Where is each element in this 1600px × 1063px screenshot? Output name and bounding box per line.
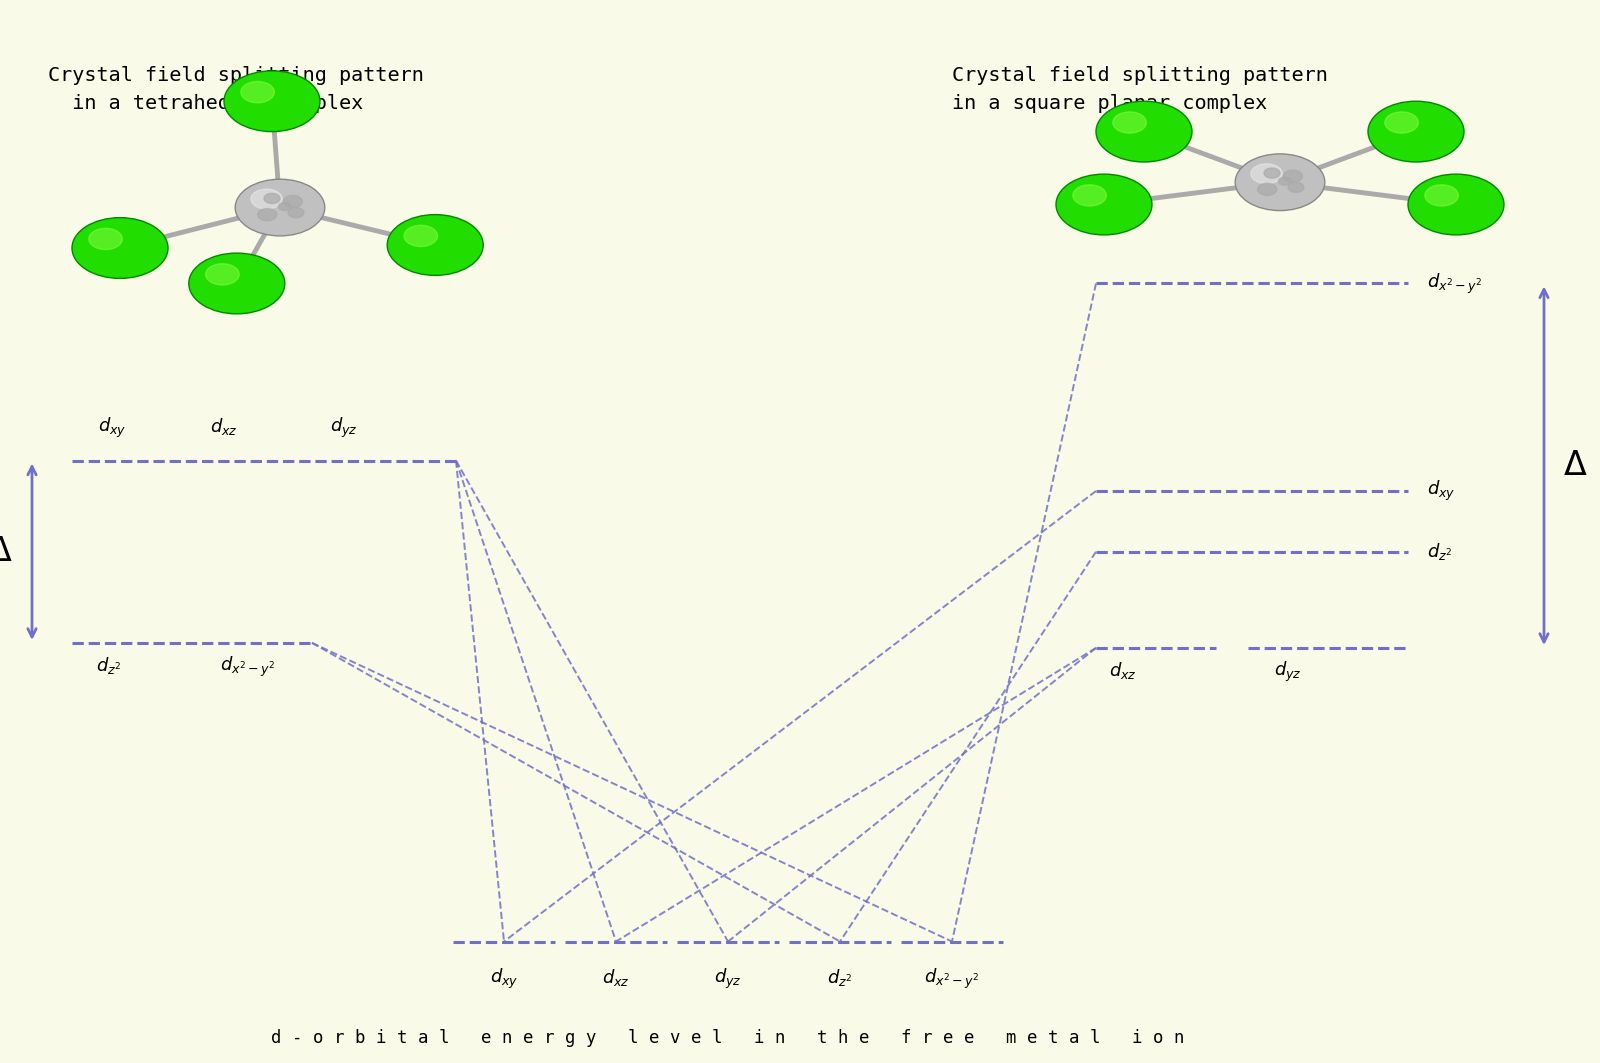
Circle shape <box>1408 174 1504 235</box>
Circle shape <box>1258 183 1277 196</box>
Circle shape <box>1278 178 1291 185</box>
Circle shape <box>258 208 277 221</box>
Circle shape <box>1251 164 1282 184</box>
Text: $d_{z^2}$: $d_{z^2}$ <box>1427 541 1453 562</box>
Text: $d_{xy}$: $d_{xy}$ <box>1427 479 1456 503</box>
Text: $d_{yz}$: $d_{yz}$ <box>714 967 742 991</box>
Circle shape <box>1288 182 1304 192</box>
Circle shape <box>205 264 240 285</box>
Text: $d_{xz}$: $d_{xz}$ <box>602 967 630 988</box>
Text: $d_{xz}$: $d_{xz}$ <box>1109 660 1138 681</box>
Text: $\Delta$: $\Delta$ <box>1563 450 1587 483</box>
Circle shape <box>90 229 122 250</box>
Circle shape <box>72 218 168 279</box>
Text: d - o r b i t a l   e n e r g y   l e v e l   i n   t h e   f r e e   m e t a l : d - o r b i t a l e n e r g y l e v e l … <box>272 1029 1184 1047</box>
Circle shape <box>288 207 304 218</box>
Text: $d_{x^2-y^2}$: $d_{x^2-y^2}$ <box>925 967 979 991</box>
Text: Crystal field splitting pattern
  in a tetrahedral complex: Crystal field splitting pattern in a tet… <box>48 66 424 113</box>
Circle shape <box>1056 174 1152 235</box>
Circle shape <box>1264 168 1280 179</box>
Circle shape <box>264 193 280 203</box>
Circle shape <box>235 180 325 236</box>
Text: Crystal field splitting pattern
in a square planar complex: Crystal field splitting pattern in a squ… <box>952 66 1328 113</box>
Text: $d_{xy}$: $d_{xy}$ <box>490 967 518 991</box>
Text: $d_{z^2}$: $d_{z^2}$ <box>96 655 122 676</box>
Circle shape <box>1114 112 1146 133</box>
Circle shape <box>242 82 275 103</box>
Circle shape <box>189 253 285 314</box>
Circle shape <box>1368 101 1464 162</box>
Circle shape <box>1235 154 1325 210</box>
Text: $d_{x^2-y^2}$: $d_{x^2-y^2}$ <box>1427 271 1483 296</box>
Circle shape <box>387 215 483 275</box>
Text: $\Delta$: $\Delta$ <box>0 536 13 569</box>
Circle shape <box>278 202 291 210</box>
Circle shape <box>283 196 302 207</box>
Circle shape <box>1072 185 1106 206</box>
Circle shape <box>1283 170 1302 182</box>
Circle shape <box>251 189 282 209</box>
Text: $d_{yz}$: $d_{yz}$ <box>1274 660 1302 685</box>
Text: $d_{yz}$: $d_{yz}$ <box>330 416 358 440</box>
Text: $d_{x^2-y^2}$: $d_{x^2-y^2}$ <box>221 655 275 679</box>
Circle shape <box>1384 112 1418 133</box>
Text: $d_{z^2}$: $d_{z^2}$ <box>827 967 853 988</box>
Circle shape <box>1426 185 1459 206</box>
Circle shape <box>403 225 438 247</box>
Text: $d_{xz}$: $d_{xz}$ <box>210 417 238 437</box>
Circle shape <box>1096 101 1192 162</box>
Text: $d_{xy}$: $d_{xy}$ <box>98 416 126 440</box>
Circle shape <box>224 71 320 132</box>
